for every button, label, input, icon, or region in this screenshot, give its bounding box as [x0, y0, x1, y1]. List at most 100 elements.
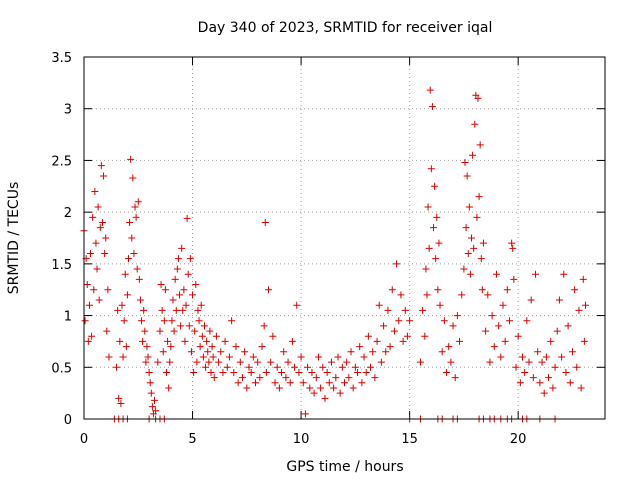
data-point	[241, 348, 249, 356]
data-point	[88, 332, 96, 340]
x-tick-label: 20	[510, 432, 527, 447]
data-point	[579, 275, 587, 283]
data-point	[123, 291, 131, 299]
data-point	[282, 374, 290, 382]
data-point	[424, 203, 432, 211]
data-point	[323, 368, 331, 376]
data-point	[202, 363, 210, 371]
data-point	[154, 358, 162, 366]
data-point	[158, 306, 166, 314]
data-point	[129, 174, 137, 182]
data-point	[399, 337, 407, 345]
y-tick-label: 3	[64, 103, 72, 118]
data-point	[422, 265, 430, 273]
data-point	[179, 306, 187, 314]
data-point	[575, 306, 583, 314]
data-point	[425, 244, 433, 252]
data-point	[245, 363, 253, 371]
data-point	[447, 358, 455, 366]
data-point	[142, 358, 150, 366]
data-point	[120, 317, 128, 325]
data-point	[401, 306, 409, 314]
data-point	[236, 358, 244, 366]
data-point	[529, 374, 537, 382]
data-point	[465, 203, 473, 211]
data-point	[159, 348, 167, 356]
data-point	[93, 265, 101, 273]
data-point	[495, 322, 503, 330]
data-point	[118, 301, 126, 309]
data-point	[497, 353, 505, 361]
data-point	[462, 224, 470, 232]
data-point	[275, 384, 283, 392]
data-point	[171, 275, 179, 283]
data-point	[336, 389, 344, 397]
data-point	[119, 353, 127, 361]
data-point	[390, 327, 398, 335]
data-point	[551, 363, 559, 371]
data-point	[306, 384, 314, 392]
data-point	[505, 317, 513, 325]
data-point	[419, 306, 427, 314]
data-point	[181, 337, 189, 345]
data-point	[174, 255, 182, 263]
data-point	[406, 317, 414, 325]
data-point	[458, 291, 466, 299]
data-point	[445, 343, 453, 351]
data-points	[80, 86, 589, 423]
x-tick-label: 5	[188, 432, 196, 447]
chart-title: Day 340 of 2023, SRMTID for receiver iqa…	[198, 20, 493, 36]
data-point	[204, 348, 212, 356]
data-point	[136, 296, 144, 304]
data-point	[373, 337, 381, 345]
data-point	[471, 120, 479, 128]
data-point	[332, 374, 340, 382]
data-point	[438, 348, 446, 356]
data-point	[321, 394, 329, 402]
data-point	[165, 384, 173, 392]
data-point	[101, 250, 109, 258]
data-point	[558, 353, 566, 361]
data-point	[262, 368, 270, 376]
data-point	[254, 358, 262, 366]
data-point	[95, 296, 103, 304]
data-point	[453, 312, 461, 320]
data-point	[258, 343, 266, 351]
data-point	[319, 363, 327, 371]
data-point	[416, 358, 424, 366]
data-point	[499, 301, 507, 309]
data-point	[91, 187, 99, 195]
data-point	[377, 358, 385, 366]
data-point	[327, 358, 335, 366]
data-point	[304, 363, 312, 371]
data-point	[126, 218, 134, 226]
data-point	[562, 368, 570, 376]
y-tick-label: 0	[64, 413, 72, 428]
data-point	[473, 213, 481, 221]
data-point	[295, 368, 303, 376]
data-point	[476, 141, 484, 149]
data-point	[113, 363, 121, 371]
data-point	[577, 384, 585, 392]
data-point	[433, 213, 441, 221]
data-point	[525, 358, 533, 366]
data-point	[146, 379, 154, 387]
data-point	[297, 353, 305, 361]
data-point	[105, 353, 113, 361]
data-point	[284, 358, 292, 366]
data-point	[560, 270, 568, 278]
data-point	[540, 389, 548, 397]
data-point	[580, 337, 588, 345]
data-point	[367, 363, 375, 371]
data-point	[206, 327, 214, 335]
data-point	[278, 368, 286, 376]
data-point	[519, 353, 527, 361]
data-point	[100, 172, 108, 180]
data-point	[97, 162, 105, 170]
data-point	[225, 353, 233, 361]
x-axis-label: GPS time / hours	[286, 459, 403, 475]
data-point	[121, 270, 129, 278]
data-point	[170, 327, 178, 335]
data-point	[503, 286, 511, 294]
data-point	[421, 332, 429, 340]
